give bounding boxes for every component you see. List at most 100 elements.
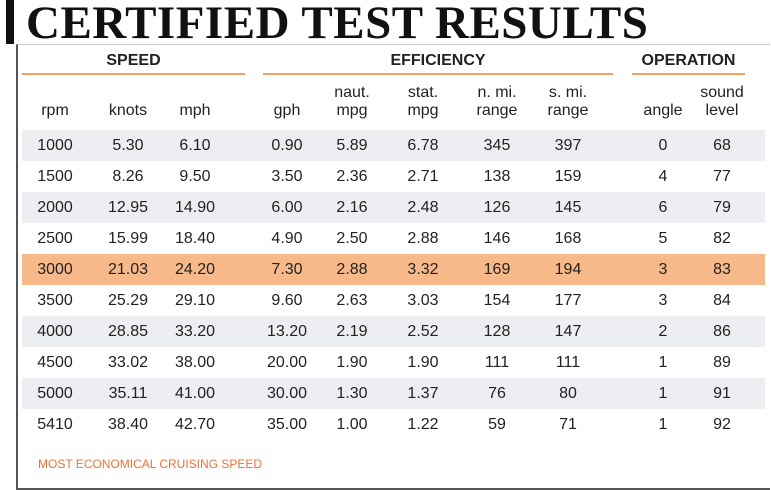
table-cell: 1.90 [407, 354, 439, 371]
table-cell: 3.50 [271, 168, 303, 185]
table-cell: 20.00 [266, 354, 308, 371]
table-cell: 1500 [37, 168, 73, 185]
title: CERTIFIED TEST RESULTS [26, 0, 649, 49]
table-cell: 168 [554, 230, 582, 247]
table-cell: 59 [488, 416, 506, 433]
table-cell: 1.90 [336, 354, 368, 371]
table-cell: 154 [483, 292, 511, 309]
table-cell: 1 [658, 385, 668, 402]
table-cell: 82 [713, 230, 731, 247]
table-cell: 30.00 [266, 385, 308, 402]
table-cell: 5.30 [112, 137, 144, 154]
table-cell: 159 [554, 168, 582, 185]
table-cell: 5.89 [336, 137, 368, 154]
table-cell: 147 [554, 323, 582, 340]
table-cell: 83 [713, 261, 731, 278]
table-row: 3000 21.03 24.20 7.30 2.88 3.32 169 194 3 83 [22, 254, 765, 285]
table-cell: 2.36 [336, 168, 368, 185]
table-cell: 138 [483, 168, 511, 185]
table-cell: 6.78 [407, 137, 439, 154]
table-cell: 71 [559, 416, 577, 433]
table-cell: 5000 [37, 385, 73, 402]
table-cell: 4.90 [271, 230, 303, 247]
table-cell: 2.48 [407, 199, 439, 216]
table-cell: 111 [484, 354, 510, 371]
column-header: mph [179, 102, 211, 119]
column-header: sound level [700, 84, 744, 119]
table-cell: 6 [658, 199, 668, 216]
table-cell: 6.10 [179, 137, 211, 154]
column-header: rpm [41, 102, 69, 119]
table-cell: 1000 [37, 137, 73, 154]
group-header: EFFICIENCY [263, 52, 613, 75]
column-header: gph [273, 102, 301, 119]
table-cell: 1.37 [407, 385, 439, 402]
table-cell: 3 [658, 292, 668, 309]
table-cell: 7.30 [271, 261, 303, 278]
table-cell: 177 [554, 292, 582, 309]
table-cell: 2.88 [407, 230, 439, 247]
table-cell: 145 [554, 199, 582, 216]
table-cell: 21.03 [107, 261, 149, 278]
table-cell: 169 [483, 261, 511, 278]
table-cell: 35.00 [266, 416, 308, 433]
table-cell: 89 [713, 354, 731, 371]
table-cell: 3 [658, 261, 668, 278]
table-row: 3500 25.29 29.10 9.60 2.63 3.03 154 177 3 84 [22, 285, 765, 316]
table-cell: 2 [658, 323, 668, 340]
table-cell: 0.90 [271, 137, 303, 154]
table-cell: 2000 [37, 199, 73, 216]
table-cell: 92 [713, 416, 731, 433]
table-cell: 38.40 [107, 416, 149, 433]
table-cell: 14.90 [174, 199, 216, 216]
table-cell: 91 [713, 385, 731, 402]
table-cell: 33.20 [174, 323, 216, 340]
footnote: MOST ECONOMICAL CRUISING SPEED [38, 457, 263, 471]
table-row: 5410 38.40 42.70 35.00 1.00 1.22 59 71 1 92 [22, 409, 765, 440]
table-row: 4500 33.02 38.00 20.00 1.90 1.90 111 111 1 89 [22, 347, 765, 378]
table-cell: 6.00 [271, 199, 303, 216]
table-cell: 1.22 [407, 416, 439, 433]
table-cell: 2.50 [336, 230, 368, 247]
table-cell: 18.40 [174, 230, 216, 247]
table-cell: 1.00 [336, 416, 368, 433]
table-cell: 126 [483, 199, 511, 216]
table-cell: 3000 [37, 261, 73, 278]
table-cell: 2.52 [407, 323, 439, 340]
table-cell: 3.03 [407, 292, 439, 309]
table-cell: 2.71 [407, 168, 439, 185]
table-cell: 8.26 [112, 168, 144, 185]
table-cell: 397 [554, 137, 582, 154]
table-cell: 1.30 [336, 385, 368, 402]
table-cell: 1 [658, 416, 668, 433]
table-cell: 79 [713, 199, 731, 216]
table-cell: 33.02 [107, 354, 149, 371]
table-cell: 194 [554, 261, 582, 278]
table-cell: 84 [713, 292, 731, 309]
table-cell: 3.32 [407, 261, 439, 278]
table-cell: 0 [658, 137, 668, 154]
table-cell: 4500 [37, 354, 73, 371]
table-row: 2000 12.95 14.90 6.00 2.16 2.48 126 145 6 79 [22, 192, 765, 223]
table-cell: 41.00 [174, 385, 216, 402]
table-cell: 24.20 [174, 261, 216, 278]
table-cell: 77 [713, 168, 731, 185]
group-header: SPEED [22, 52, 245, 75]
table-cell: 3500 [37, 292, 73, 309]
column-header: knots [108, 102, 148, 119]
table-cell: 111 [555, 354, 581, 371]
table-cell: 1 [658, 354, 668, 371]
table-cell: 2.63 [336, 292, 368, 309]
table-cell: 35.11 [108, 385, 148, 402]
table-cell: 4000 [37, 323, 73, 340]
table-cell: 29.10 [174, 292, 216, 309]
table-row: 1500 8.26 9.50 3.50 2.36 2.71 138 159 4 77 [22, 161, 765, 192]
table-cell: 2.88 [336, 261, 368, 278]
group-header: OPERATION [632, 52, 745, 75]
table-cell: 12.95 [107, 199, 149, 216]
column-header: n. mi. range [476, 84, 518, 119]
table-cell: 128 [483, 323, 511, 340]
column-header: angle [643, 102, 683, 119]
column-header: naut. mpg [334, 84, 370, 119]
table-cell: 13.20 [266, 323, 308, 340]
